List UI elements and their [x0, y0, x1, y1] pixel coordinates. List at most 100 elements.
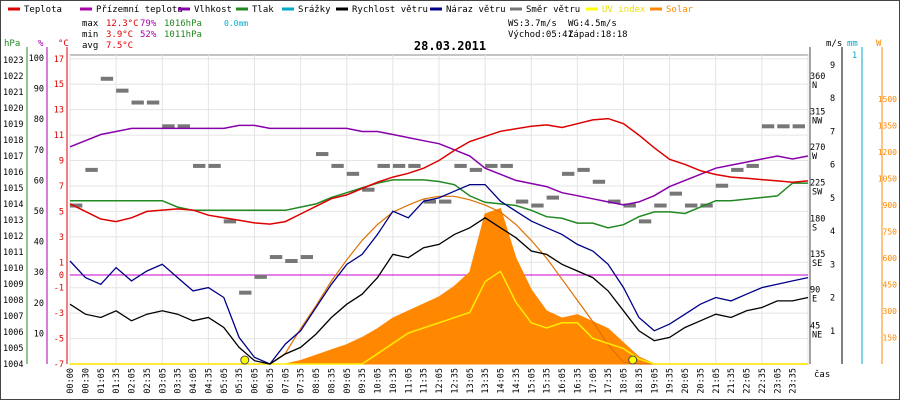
tick-w: 1500: [878, 95, 897, 104]
tick-hpa: 1009: [3, 280, 23, 290]
wind-direction-mark: [362, 187, 375, 192]
tick-time: 19:05: [650, 368, 660, 394]
stat-min-hum: 52%: [140, 30, 157, 40]
tick-hpa: 1016: [3, 168, 23, 178]
tick-temp: 0: [59, 271, 64, 281]
tick-time: 08:05: [312, 368, 322, 394]
tick-w: 1050: [878, 175, 897, 184]
stats: max 12.3°C 79% 1016hPa 0.0mm min 3.9°C 5…: [82, 19, 248, 51]
wind-wg: WG:4.5m/s: [568, 19, 617, 29]
axes: 1023102210211020101910181017101610151014…: [3, 47, 897, 394]
x-axis-unit: čas: [814, 369, 830, 380]
tick-time: 02:05: [128, 368, 138, 394]
tick-hpa: 1011: [3, 248, 23, 258]
tick-temp: 7: [59, 182, 64, 192]
wind-direction-mark: [577, 167, 590, 172]
tick-time: 06:05: [251, 368, 261, 394]
tick-time: 20:05: [681, 368, 691, 394]
wind-direction-mark: [685, 203, 698, 208]
sunset-marker: [628, 355, 638, 365]
tick-pct: 60: [34, 176, 44, 186]
tick-time: 03:35: [174, 368, 184, 394]
tick-hpa: 1005: [3, 344, 23, 354]
tick-time: 21:05: [712, 368, 722, 394]
tick-temp: -1: [54, 284, 64, 294]
tick-dir-label: NW: [812, 116, 823, 126]
tick-dir-label: N: [812, 81, 817, 91]
tick-hpa: 1006: [3, 328, 23, 338]
tick-mm: 1: [852, 51, 857, 61]
wind-direction-mark: [654, 203, 667, 208]
tick-temp: 1: [59, 258, 64, 268]
tick-dir-deg: 90: [810, 286, 820, 296]
tick-time: 04:05: [189, 368, 199, 394]
tick-hpa: 1019: [3, 120, 23, 130]
wind-direction-mark: [546, 195, 559, 200]
tick-pct: 10: [34, 329, 44, 339]
tick-time: 23:35: [789, 368, 799, 394]
tick-time: 13:35: [481, 368, 491, 394]
wind-direction-mark: [515, 199, 529, 204]
tick-hpa: 1020: [3, 104, 23, 114]
wind-direction-mark: [454, 163, 467, 168]
wind-direction-mark: [777, 124, 790, 129]
tick-temp: 5: [59, 207, 64, 217]
wind-direction-mark: [146, 100, 160, 105]
tick-hpa: 1004: [3, 360, 23, 370]
tick-time: 11:35: [420, 368, 430, 394]
tick-time: 17:05: [589, 368, 599, 394]
tick-ms: 4: [830, 227, 835, 237]
tick-time: 04:35: [204, 368, 214, 394]
tick-ms: 6: [830, 161, 835, 171]
tick-temp: 13: [54, 106, 64, 116]
tick-temp: 9: [59, 157, 64, 167]
series-vlhkost: [69, 124, 809, 206]
tick-time: 20:35: [696, 368, 706, 394]
tick-temp: -7: [54, 360, 64, 370]
tick-time: 16:05: [558, 368, 568, 394]
stat-min-press: 1011hPa: [164, 30, 202, 40]
tick-dir-label: NE: [812, 330, 822, 340]
sunrise: Východ:05:41: [508, 30, 573, 40]
axis-unit-pct: %: [38, 39, 44, 49]
stat-max-temp: 12.3°C: [106, 19, 139, 29]
wind-info: WS:3.7m/s WG:4.5m/s Východ:05:41 Západ:1…: [508, 19, 628, 40]
wind-direction-mark: [316, 152, 329, 157]
tick-pct: 30: [34, 268, 44, 278]
axis-unit-w: W: [876, 39, 882, 49]
legend-vlhkost: Vlhkost: [194, 5, 232, 15]
series-rychlost-vetru: [69, 217, 809, 365]
axis-unit-temp: °C: [58, 39, 69, 49]
tick-pct: 50: [34, 207, 44, 217]
wind-direction-mark: [623, 203, 636, 208]
wind-direction-mark: [85, 167, 98, 172]
legend-tlak: Tlak: [252, 5, 274, 15]
wind-direction-mark: [239, 290, 252, 295]
plot-area: [69, 54, 809, 365]
wind-direction-mark: [439, 199, 452, 204]
tick-w: 1350: [878, 122, 897, 131]
axis-unit-mm: mm: [847, 39, 858, 49]
tick-hpa: 1021: [3, 88, 23, 98]
legend-naraz-vetru: Náraz větru: [446, 5, 506, 15]
legend-prizemni-teplota: Přízemní teplota: [96, 5, 183, 15]
wind-direction-mark: [592, 179, 606, 184]
tick-pct: 90: [34, 85, 44, 95]
tick-time: 02:35: [143, 368, 153, 394]
tick-dir-label: S: [812, 223, 817, 233]
tick-time: 09:35: [358, 368, 368, 394]
tick-time: 08:35: [327, 368, 337, 394]
tick-time: 18:05: [620, 368, 630, 394]
tick-time: 07:35: [297, 368, 307, 394]
tick-dir-deg: 270: [810, 143, 825, 153]
stat-max-rain: 0.0mm: [224, 19, 248, 28]
tick-ms: 7: [830, 127, 835, 137]
wind-direction-mark: [193, 163, 206, 168]
tick-time: 09:05: [343, 368, 353, 394]
tick-time: 21:35: [727, 368, 737, 394]
wind-direction-mark: [208, 163, 221, 168]
wind-direction-mark: [423, 199, 436, 204]
tick-hpa: 1010: [3, 264, 23, 274]
tick-temp: -5: [54, 335, 64, 345]
